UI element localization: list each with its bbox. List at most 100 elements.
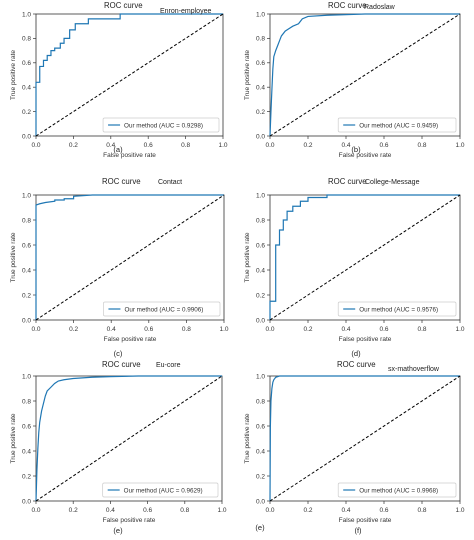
x-tick-label: 0.2 — [303, 507, 312, 514]
legend-label: Our method (AUC = 0.9968) — [359, 487, 438, 494]
x-tick-label: 1.0 — [219, 326, 228, 333]
y-tick-label: 0.2 — [22, 109, 31, 116]
roc-panel: 0.00.0 0.2 0.2 0.4 0.4 0.6 0.6 0.8 0.8 1.0 1.0 Fals… — [10, 1, 228, 159]
plot-frame — [269, 375, 461, 502]
y-tick-label: 0.2 — [256, 292, 265, 299]
panel-caption: (a) — [113, 145, 123, 154]
legend: Our method (AUC = 0.9968) — [337, 482, 457, 498]
y-tick-label: 0.0 — [256, 133, 265, 140]
chart-title: ROC curve — [102, 360, 141, 369]
dataset-name: Contact — [158, 179, 182, 186]
legend-box — [102, 117, 220, 133]
y-tick-label: 0.8 — [256, 36, 265, 43]
legend-box — [337, 301, 457, 317]
x-tick-label: 0.0 — [265, 142, 274, 149]
y-tick-label: 0.6 — [22, 423, 31, 430]
y-tick-label: 0.0 — [22, 317, 31, 324]
y-tick-label: 0.8 — [22, 398, 31, 405]
x-tick-label: 0.8 — [180, 507, 189, 514]
y-tick-label: 0.8 — [22, 217, 31, 224]
plot-frame — [269, 194, 461, 321]
x-tick-label: 0.6 — [379, 507, 388, 514]
x-tick-label: 0.8 — [417, 326, 426, 333]
y-axis-label: True positive rate — [244, 413, 251, 463]
y-tick-label: 0.4 — [22, 267, 31, 274]
x-tick-label: 0.0 — [31, 326, 40, 333]
x-tick-label: 0.8 — [417, 507, 426, 514]
legend-box — [103, 301, 221, 317]
roc-curve-line — [269, 375, 460, 502]
y-tick-label: 0.6 — [22, 60, 31, 67]
roc-panel: 0.00.0 0.2 0.2 0.4 0.4 0.6 0.6 0.8 0.8 1.0 1.0 Fals… — [10, 177, 229, 358]
legend-label: Our method (AUC = 0.9459) — [359, 122, 438, 129]
panel-caption: (b) — [351, 145, 361, 154]
dataset-name: Enron-employee — [160, 8, 211, 15]
x-tick-label: 0.0 — [265, 507, 274, 514]
y-tick-label: 0.4 — [22, 448, 31, 455]
x-tick-label: 0.2 — [69, 507, 78, 514]
x-tick-label: 1.0 — [455, 326, 464, 333]
panel-caption: (c) — [114, 349, 123, 358]
x-tick-label: 0.2 — [303, 142, 312, 149]
chart-title: ROC curve — [328, 1, 367, 10]
x-tick-label: 1.0 — [455, 507, 464, 514]
x-tick-label: 0.2 — [69, 326, 78, 333]
y-tick-label: 0.4 — [22, 85, 31, 92]
x-tick-label: 0.6 — [379, 142, 388, 149]
x-tick-label: 0.2 — [303, 326, 312, 333]
x-tick-label: 0.6 — [143, 507, 152, 514]
y-axis-label: True positive rate — [10, 413, 17, 463]
y-tick-label: 0.6 — [256, 423, 265, 430]
chance-diagonal-line — [35, 375, 223, 502]
y-tick-label: 0.6 — [256, 60, 265, 67]
dataset-name: Eu-core — [156, 362, 181, 369]
x-axis-label: False positive rate — [339, 517, 392, 524]
x-tick-label: 0.4 — [106, 507, 115, 514]
roc-panel: 0.00.0 0.2 0.2 0.4 0.4 0.6 0.6 0.8 0.8 1.0 1.0 Fals… — [244, 177, 465, 358]
panel-caption-extra: (e) — [255, 523, 265, 532]
dataset-name: College-Message — [365, 179, 420, 186]
legend-label: Our method (AUC = 0.9906) — [124, 306, 203, 313]
legend-box — [337, 117, 457, 133]
x-tick-label: 0.4 — [341, 142, 350, 149]
x-axis-label: False positive rate — [103, 152, 156, 159]
panel-caption: (d) — [351, 349, 361, 358]
legend: Our method (AUC = 0.9298) — [102, 117, 220, 133]
roc-curve-line — [269, 194, 460, 320]
x-axis-label: False positive rate — [104, 336, 157, 343]
x-axis-label: False positive rate — [339, 336, 392, 343]
chart-title: ROC curve — [328, 177, 367, 186]
y-axis-label: True positive rate — [10, 232, 17, 282]
dataset-name: Radoslaw — [364, 4, 396, 11]
y-tick-label: 0.4 — [256, 267, 265, 274]
dataset-name: sx-mathoverflow — [388, 366, 440, 373]
x-tick-label: 0.8 — [182, 326, 191, 333]
legend: Our method (AUC = 0.9459) — [337, 117, 457, 133]
chart-title: ROC curve — [102, 177, 141, 186]
x-tick-label: 1.0 — [217, 507, 226, 514]
roc-curve-line — [35, 194, 224, 320]
y-axis-label: True positive rate — [244, 50, 251, 100]
y-tick-label: 0.0 — [22, 498, 31, 505]
legend-box — [102, 482, 219, 498]
roc-curve-line — [269, 13, 460, 137]
x-tick-label: 0.6 — [144, 326, 153, 333]
x-tick-label: 0.4 — [106, 142, 115, 149]
y-tick-label: 0.2 — [22, 292, 31, 299]
y-tick-label: 1.0 — [256, 11, 265, 18]
y-tick-label: 1.0 — [22, 373, 31, 380]
y-tick-label: 0.6 — [256, 242, 265, 249]
x-tick-label: 0.0 — [31, 142, 40, 149]
y-tick-label: 0.0 — [256, 498, 265, 505]
x-tick-label: 0.6 — [144, 142, 153, 149]
x-tick-label: 0.4 — [341, 507, 350, 514]
y-tick-label: 0.2 — [256, 109, 265, 116]
x-tick-label: 0.4 — [107, 326, 116, 333]
y-tick-label: 0.2 — [22, 473, 31, 480]
roc-curve-line — [35, 375, 222, 502]
y-tick-label: 0.4 — [256, 448, 265, 455]
y-axis-label: True positive rate — [244, 232, 251, 282]
x-tick-label: 0.8 — [417, 142, 426, 149]
